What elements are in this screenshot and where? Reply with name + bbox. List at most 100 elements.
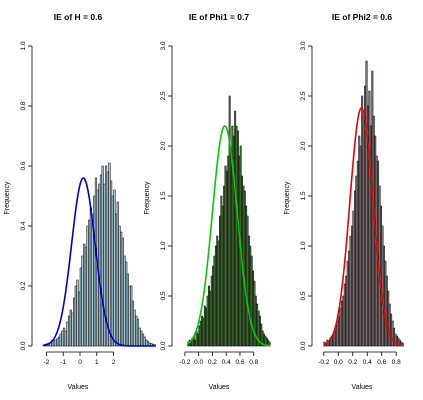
x-tick-label: 0.8 [249,359,258,366]
y-tick-label: 3.0 [300,41,307,50]
x-tick-label: -2 [44,359,50,366]
histogram-bar [61,330,64,347]
histogram-bars [323,60,404,347]
x-tick-label: 0.6 [235,359,244,366]
x-axis: -2 -1 0 1 2 [44,351,116,366]
x-tick-label: -0.2 [179,359,191,366]
histogram-bar [140,330,143,347]
chart-title: IE of Phi1 = 0.7 [189,12,250,22]
y-tick-label: 0.0 [160,341,167,350]
histogram-bar [57,336,61,347]
y-tick-label: 2.5 [160,91,167,100]
density-curve [42,177,156,347]
histogram-bar [79,267,82,347]
histogram-bar [103,183,106,347]
histogram-bar [115,213,118,347]
y-axis: 0.0 0.2 0.4 0.6 0.8 1.0 [20,41,33,351]
histogram-bar [138,327,141,347]
x-tick-label: 0.4 [363,359,372,366]
y-tick-label: 0.5 [160,291,167,300]
y-tick-label: 2.5 [300,91,307,100]
x-axis: -0.2 0.0 0.2 0.4 0.6 0.8 [318,351,401,366]
histogram-bar [74,285,77,347]
histogram-bar [99,174,103,347]
panel-ie-phi2: IE of Phi2 = 0.6 Values Frequency 0.0 0.5… [284,12,404,391]
histogram-bar [73,297,76,347]
histogram-bar [131,300,135,347]
y-axis-label: Frequency [4,181,11,215]
x-axis-label: Values [209,384,230,391]
histogram-bar [136,318,140,347]
x-axis-label: Values [68,384,89,391]
histogram-bar [78,291,81,347]
histogram-bar [106,171,109,347]
histogram-bar [118,225,121,347]
x-tick-label: -0.2 [318,359,330,366]
panel-ie-phi1: IE of Phi1 = 0.7 Values Frequency 0.0 0.5… [144,12,271,391]
histogram-bar [135,315,138,347]
histogram-bar [98,183,101,347]
histogram-bar [89,207,93,347]
histogram-bar [62,327,66,347]
histogram-bar [76,279,79,347]
y-tick-label: 0.2 [20,281,27,290]
histogram-bar [66,321,69,347]
x-tick-label: 0.0 [334,359,343,366]
chart-title: IE of Phi2 = 0.6 [332,12,393,22]
histogram-bar [130,285,133,347]
x-axis-label: Values [352,384,373,391]
y-tick-label: 2.0 [300,141,307,150]
x-tick-label: 0.2 [208,359,217,366]
y-tick-label: 1.5 [160,191,167,200]
y-axis-label: Frequency [284,181,291,215]
histogram-bar [81,255,84,347]
y-axis-label: Frequency [144,181,151,215]
x-tick-label: 0 [78,359,82,366]
panel-ie-h: IE of H = 0.6 Values Frequency 0.0 0.2 0.4… [4,12,156,391]
histogram-bar [120,231,123,347]
density-curve [187,125,271,347]
y-tick-label: 0.4 [20,221,27,230]
histogram-bar [84,246,87,347]
density-curve [323,107,404,347]
x-axis: -0.2 0.0 0.2 0.4 0.6 0.8 [179,351,259,366]
histogram-bar [123,255,126,347]
y-tick-label: 2.0 [160,141,167,150]
histogram-bar [69,309,72,347]
histogram-bar [121,237,124,347]
histogram-bar [52,340,56,347]
histogram-bar [125,261,128,347]
histogram-bar [108,162,111,347]
histogram-bar [111,195,114,347]
x-tick-label: 2 [112,359,116,366]
y-tick-label: 0.6 [20,161,27,170]
histogram-bar [67,315,71,347]
histogram-bar [64,330,67,347]
histogram-bar [88,219,91,347]
histogram-bar [83,243,86,347]
histogram-bar [56,338,59,347]
histogram-bar [126,273,129,347]
histogram-bar [141,333,145,347]
x-tick-label: 0.0 [194,359,203,366]
y-tick-label: 0.0 [20,341,27,350]
y-tick-label: 1.0 [300,241,307,250]
chart-title: IE of H = 0.6 [54,12,103,22]
y-tick-label: 0.8 [20,101,27,110]
histogram-bar [54,339,57,347]
y-tick-label: 1.5 [300,191,307,200]
y-tick-label: 3.0 [160,41,167,50]
histogram-bars [187,95,271,347]
x-tick-label: 1 [95,359,99,366]
histogram-bar [59,333,62,347]
x-tick-label: 0.2 [348,359,357,366]
y-tick-label: 1.0 [160,241,167,250]
histogram-bar [145,339,148,347]
histogram-bar [93,195,96,347]
histogram-bar [71,312,74,347]
histogram-bar [143,336,146,347]
y-tick-label: 0.5 [300,291,307,300]
histogram-bar [128,285,131,347]
histogram-bars [42,162,156,347]
